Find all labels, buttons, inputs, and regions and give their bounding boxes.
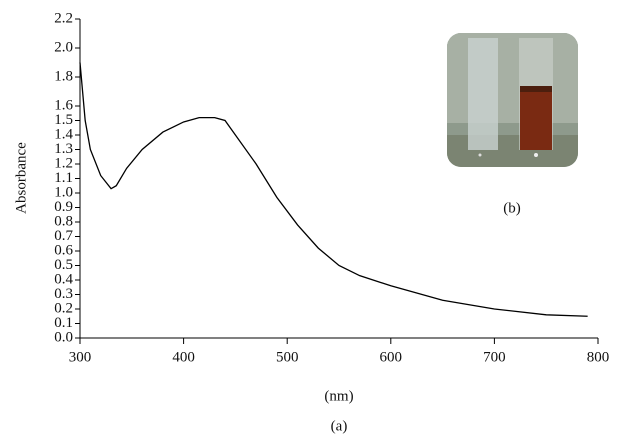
y-tick-label: 1.6	[54, 97, 73, 113]
y-tick-label: 0.0	[54, 329, 73, 345]
inset-caption: (b)	[503, 200, 521, 216]
y-axis-label: Absorbance	[13, 142, 29, 214]
y-tick-label: 0.1	[54, 315, 73, 331]
inset-photo	[447, 33, 578, 167]
y-tick-label: 1.0	[54, 184, 73, 200]
y-tick-label: 0.6	[54, 242, 73, 258]
data-line	[79, 62, 588, 317]
y-tick-label: 1.2	[54, 155, 73, 171]
y-tick-label: 0.5	[54, 257, 73, 273]
y-tick-label: 0.7	[54, 228, 73, 244]
x-axis-label: (nm)	[324, 388, 353, 404]
x-tick-label: 800	[587, 349, 610, 365]
y-tick-label: 0.4	[54, 271, 73, 287]
y-tick-label: 0.2	[54, 300, 73, 316]
x-tick-label: 400	[172, 349, 195, 365]
y-tick-label: 0.3	[54, 286, 73, 302]
y-tick-label: 1.3	[54, 141, 73, 157]
y-tick-label: 0.8	[54, 213, 73, 229]
x-tick-label: 600	[380, 349, 403, 365]
x-tick-label: 300	[69, 349, 92, 365]
y-tick-label: 1.4	[54, 126, 73, 142]
y-tick-label: 2.0	[54, 39, 73, 55]
y-tick-label: 1.8	[54, 68, 73, 84]
x-tick-label: 500	[276, 349, 299, 365]
y-tick-label: 1.5	[54, 112, 73, 128]
caption: (a)	[331, 418, 348, 434]
y-tick-label: 2.2	[54, 10, 73, 26]
y-tick-label: 1.1	[54, 170, 73, 186]
x-tick-label: 700	[483, 349, 506, 365]
y-tick-label: 0.9	[54, 199, 73, 215]
